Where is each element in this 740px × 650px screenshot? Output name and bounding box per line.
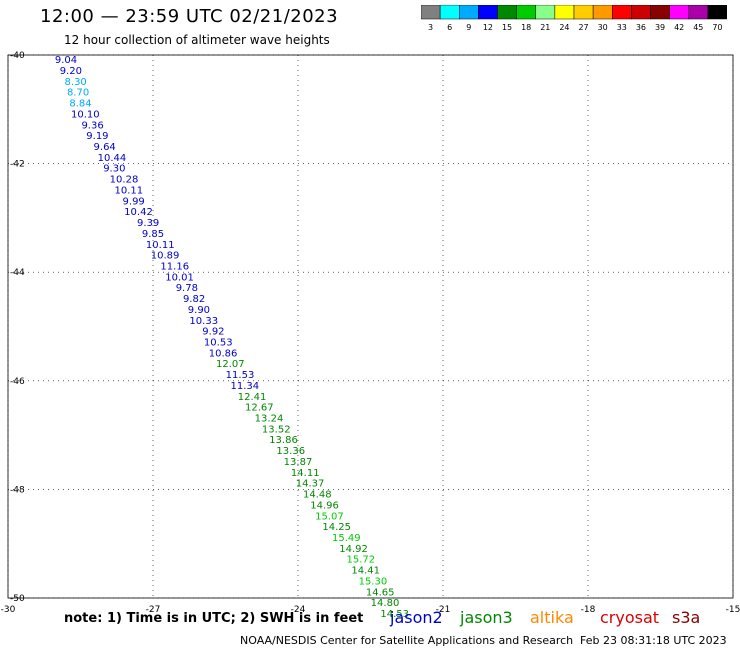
data-point-label: 10.11 <box>146 240 175 251</box>
x-tick-label: -21 <box>436 605 451 615</box>
colorbar-label: 42 <box>674 23 684 32</box>
data-point-label: 15.30 <box>359 576 388 587</box>
x-tick-label: -30 <box>1 605 16 615</box>
data-point-label: 14.80 <box>371 598 400 609</box>
colorbar-label: 6 <box>447 23 452 32</box>
data-point-label: 13.36 <box>276 446 305 457</box>
footer-timestamp: Feb 23 08:31:18 UTC 2023 <box>580 634 727 647</box>
data-point-label: 10.53 <box>204 338 233 349</box>
colorbar-label: 27 <box>578 23 588 32</box>
data-point-label: 9.78 <box>176 283 198 294</box>
colorbar-label: 24 <box>559 23 569 32</box>
data-point-label: 9.36 <box>81 120 103 131</box>
legend-cryosat: cryosat <box>600 608 660 627</box>
x-tick-label: -15 <box>726 605 740 615</box>
data-point-label: 8.70 <box>67 88 89 99</box>
data-point-label: 9.92 <box>202 327 224 338</box>
y-tick-label: -44 <box>10 268 25 278</box>
data-point-label: 14.41 <box>351 566 380 577</box>
data-point-label: 9.04 <box>55 55 77 66</box>
x-tick-label: -18 <box>581 605 596 615</box>
data-point-label: 11.34 <box>231 381 260 392</box>
data-point-label: 10.28 <box>110 175 139 186</box>
data-point-label: 14.65 <box>366 587 395 598</box>
colorbar-label: 36 <box>636 23 646 32</box>
colorbar-label: 45 <box>693 23 703 32</box>
data-point-label: 9.64 <box>94 142 116 153</box>
y-tick-label: -42 <box>10 160 25 170</box>
data-point-label: 9.19 <box>86 131 108 142</box>
data-point-label: 14.48 <box>303 490 332 501</box>
colorbar-label: 21 <box>540 23 550 32</box>
data-point-label: 14.25 <box>322 522 351 533</box>
data-point-label: 12.41 <box>238 392 267 403</box>
colorbar-label: 30 <box>598 23 608 32</box>
legend-note: note: 1) Time is in UTC; 2) SWH is in fe… <box>64 611 364 626</box>
data-point-label: 14.96 <box>310 500 339 511</box>
colorbar-label: 39 <box>655 23 665 32</box>
y-tick-label: -46 <box>10 377 25 387</box>
data-point-label: 15.07 <box>315 511 344 522</box>
data-point-label: 13.87 <box>284 457 313 468</box>
colorbar-label: 33 <box>617 23 627 32</box>
data-point-label: 10.42 <box>124 207 153 218</box>
data-point-label: 10.01 <box>165 272 194 283</box>
legend-jason3: jason3 <box>460 608 513 627</box>
data-point-label: 9.82 <box>183 294 205 305</box>
data-point-label: 12.07 <box>216 359 245 370</box>
x-tick-label: -24 <box>291 605 306 615</box>
legend-altika: altika <box>530 608 574 627</box>
data-point-label: 10.10 <box>71 109 100 120</box>
data-point-label: 9.20 <box>60 66 82 77</box>
footer-credit: NOAA/NESDIS Center for Satellite Applica… <box>240 634 574 647</box>
data-point-label: 8.30 <box>65 77 87 88</box>
data-point-label: 9.85 <box>142 229 164 240</box>
legend-s3a: s3a <box>672 608 701 627</box>
plot-frame <box>7 54 734 599</box>
y-tick-label: -40 <box>10 51 25 61</box>
data-point-label: 8.84 <box>69 99 91 110</box>
data-point-label: 12.67 <box>245 403 274 414</box>
page-subtitle: 12 hour collection of altimeter wave hei… <box>64 33 330 47</box>
data-point-label: 9.39 <box>137 218 159 229</box>
data-point-label: 14.92 <box>339 544 368 555</box>
data-point-label: 14.11 <box>291 468 320 479</box>
colorbar-label: 70 <box>712 23 722 32</box>
data-point-label: 9.99 <box>123 196 145 207</box>
page-title: 12:00 — 23:59 UTC 02/21/2023 <box>40 6 339 27</box>
data-point-label: 11.16 <box>160 261 189 272</box>
data-point-label: 9.30 <box>103 164 125 175</box>
data-point-label: 10.11 <box>115 185 144 196</box>
data-point-label: 13.86 <box>269 435 298 446</box>
colorbar-label: 3 <box>428 23 433 32</box>
data-point-label: 14.37 <box>296 479 325 490</box>
data-point-label: 9.90 <box>188 305 210 316</box>
data-point-label: 10.33 <box>189 316 218 327</box>
data-point-label: 15.72 <box>347 555 376 566</box>
y-tick-label: -48 <box>10 485 25 495</box>
data-point-label: 13.52 <box>262 424 291 435</box>
data-point-label: 10.44 <box>98 153 127 164</box>
colorbar-label: 18 <box>521 23 531 32</box>
data-point-label: 15.49 <box>332 533 361 544</box>
colorbar-label: 15 <box>502 23 512 32</box>
colorbar-swatch <box>707 5 727 20</box>
data-point-label: 13.24 <box>255 414 284 425</box>
colorbar-label: 12 <box>483 23 493 32</box>
legend-jason2: jason2 <box>390 608 443 627</box>
x-tick-label: -27 <box>146 605 161 615</box>
y-tick-label: -50 <box>10 594 25 604</box>
data-point-label: 10.86 <box>209 348 238 359</box>
colorbar-label: 9 <box>466 23 471 32</box>
data-point-label: 14.53 <box>380 609 409 620</box>
data-point-label: 11.53 <box>226 370 255 381</box>
data-point-label: 10.89 <box>151 251 180 262</box>
